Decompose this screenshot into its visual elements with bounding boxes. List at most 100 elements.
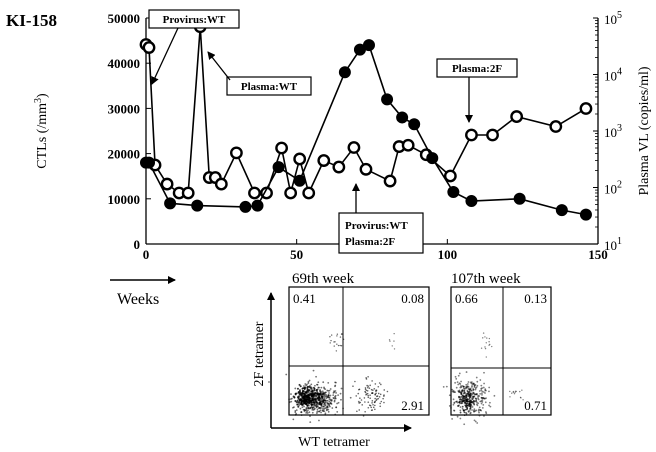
- facs-event: [372, 406, 375, 409]
- facs-event: [480, 347, 483, 349]
- facs-event: [365, 377, 367, 379]
- facs-event: [305, 398, 308, 401]
- facs-event: [337, 401, 340, 404]
- facs-event: [484, 336, 486, 338]
- facs-event: [485, 397, 487, 400]
- facs-event: [459, 385, 462, 388]
- facs-event: [306, 383, 308, 386]
- vl-point: [181, 186, 195, 200]
- facs-event: [463, 390, 466, 393]
- facs-event: [373, 387, 376, 390]
- facs-event: [334, 390, 337, 392]
- y-left-title-sup: 3: [33, 98, 44, 103]
- facs-event: [309, 421, 312, 424]
- vl-point: [293, 152, 307, 166]
- facs-event: [468, 392, 471, 394]
- facs-event: [327, 381, 330, 384]
- facs-event: [473, 400, 476, 403]
- facs-event: [294, 411, 297, 414]
- facs-event: [303, 405, 305, 408]
- facs-event: [340, 345, 343, 347]
- facs-event: [320, 405, 323, 408]
- facs-event: [474, 420, 477, 423]
- facs-lr-value: 0.71: [524, 398, 547, 413]
- facs-event: [333, 345, 335, 347]
- facs-event: [484, 388, 487, 390]
- facs-event: [465, 371, 468, 373]
- facs-event: [334, 385, 336, 388]
- y-right-tick-label: 102: [604, 180, 622, 197]
- facs-event: [311, 390, 314, 393]
- facs-event: [375, 389, 378, 392]
- facs-event: [367, 406, 370, 409]
- facs-event: [451, 388, 454, 391]
- facs-event: [485, 356, 487, 358]
- facs-event: [379, 405, 382, 408]
- facs-event: [473, 403, 476, 406]
- facs-event: [307, 380, 310, 383]
- facs-events: [268, 332, 396, 424]
- facs-event: [311, 398, 314, 401]
- ctl-point: [408, 118, 421, 131]
- facs-event: [468, 405, 471, 407]
- facs-event: [296, 399, 299, 402]
- facs-event: [489, 401, 491, 404]
- facs-event: [374, 383, 377, 385]
- ctl-point: [381, 93, 394, 106]
- facs-event: [469, 395, 472, 398]
- facs-event: [323, 407, 326, 410]
- facs-ul-value: 0.66: [455, 291, 478, 306]
- facs-event: [466, 398, 469, 401]
- facs-event: [463, 411, 466, 414]
- facs-event: [391, 345, 393, 347]
- facs-event: [461, 389, 464, 392]
- facs-event: [329, 336, 331, 338]
- facs-event: [316, 408, 319, 411]
- vl-point: [465, 128, 478, 142]
- facs-event: [290, 393, 292, 395]
- facs-event: [471, 409, 473, 411]
- facs-event: [311, 393, 314, 396]
- facs-event: [332, 391, 335, 394]
- facs-panel-69th-week: 69th week 0.41 0.08 2.91: [268, 271, 430, 424]
- facs-panel-107th-week: 107th week 0.66 0.13 0.71: [442, 271, 552, 426]
- facs-event: [459, 417, 462, 420]
- vl-point: [275, 141, 288, 155]
- y-left-tick-label: 20000: [108, 147, 141, 162]
- facs-event: [485, 342, 487, 344]
- vl-point: [549, 120, 563, 133]
- facs-event: [475, 393, 478, 395]
- x-tick-label: 150: [588, 247, 608, 262]
- facs-event: [457, 383, 460, 386]
- facs-event: [460, 395, 462, 398]
- facs-event: [458, 401, 461, 403]
- facs-event: [337, 344, 340, 347]
- facs-event: [388, 339, 391, 341]
- facs-event: [289, 398, 292, 400]
- facs-event: [462, 409, 465, 412]
- facs-event: [462, 395, 465, 398]
- facs-event: [472, 392, 475, 395]
- facs-event: [472, 387, 475, 390]
- series-ctls: [140, 39, 592, 221]
- facs-event: [374, 397, 376, 400]
- facs-event: [477, 398, 480, 401]
- facs-event: [378, 396, 381, 398]
- facs-event: [355, 395, 358, 397]
- facs-event: [308, 404, 310, 407]
- facs-event: [462, 387, 465, 390]
- facs-event: [371, 409, 374, 411]
- facs-event: [481, 390, 484, 393]
- facs-event: [377, 385, 380, 388]
- facs-event: [470, 399, 472, 402]
- facs-event: [475, 399, 478, 402]
- facs-event: [471, 398, 474, 401]
- facs-event: [486, 337, 488, 339]
- facs-event: [320, 403, 323, 406]
- facs-event: [327, 410, 330, 413]
- facs-event: [369, 397, 372, 400]
- facs-event: [482, 391, 485, 393]
- facs-event: [460, 393, 463, 396]
- facs-event: [476, 401, 478, 404]
